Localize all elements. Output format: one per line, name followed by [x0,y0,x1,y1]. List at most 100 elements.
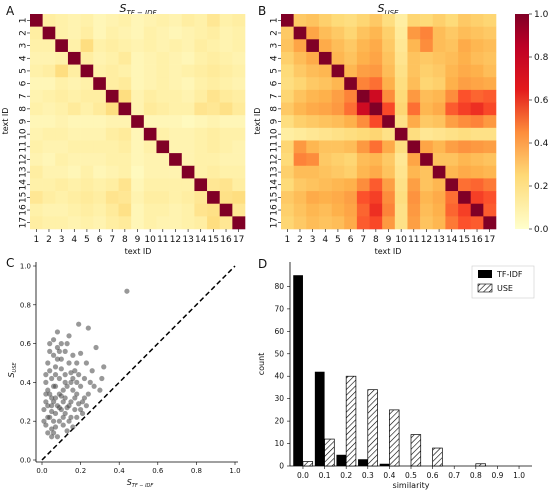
heatmap-cell [356,153,370,167]
heatmap-cell [169,102,183,116]
heatmap-cell [156,140,170,154]
heatmap-cell [458,102,472,116]
y-tick-label: 7 [19,93,29,99]
scatter-point [56,391,62,397]
scatter-y-tick-label: 1.0 [20,263,31,271]
heatmap-cell [470,191,484,205]
heatmap-cell [80,102,94,116]
bar-tfidf [379,463,390,466]
heatmap-cell [131,127,145,141]
heatmap-cell [445,216,459,230]
heatmap-cell [118,26,132,40]
heatmap-cell [281,165,294,179]
heatmap-cell [407,178,421,192]
scatter-x-tick-label: 1.0 [229,467,240,475]
heatmap-cell [131,89,145,103]
heatmap-cell [293,26,307,40]
heatmap-cell [118,127,132,141]
bar-use [389,409,400,467]
heatmap-cell [470,203,484,217]
scatter-point [66,333,72,339]
hist-y-tick-label: 30 [274,394,284,403]
hist-x-tick-label: 0.7 [448,471,460,480]
heatmap-cell [356,39,370,53]
scatter-point [97,387,103,393]
panel-label-c: C [6,256,14,270]
x-tick-label: 9 [386,235,392,245]
heatmap-cell [67,14,81,27]
heatmap-cell [293,39,307,53]
heatmap-cell [369,26,383,40]
heatmap-cell [169,89,183,103]
hist-y-tick-label: 80 [274,282,284,291]
heatmap-cell [420,115,434,129]
heatmap-cell [194,102,208,116]
heatmap-cell [318,127,332,141]
heatmap-cell [356,51,370,65]
x-tick-label: 7 [109,235,115,245]
x-tick-label: 15 [208,235,219,245]
scatter-point [78,406,84,413]
heatmap-cell [55,178,69,192]
heatmap-cell [382,178,396,192]
heatmap-cell [445,191,459,205]
heatmap-cell [219,64,233,78]
heatmap-cell [194,203,208,217]
scatter-point [47,341,53,347]
heatmap-cell [356,102,370,116]
scatter-point [54,434,61,440]
legend-swatch-use [477,283,493,293]
heatmap-cell [331,51,345,65]
heatmap-cell [293,178,307,192]
heatmap-cell [80,115,94,129]
heatmap-cell [470,39,484,53]
y-tick-label: 15 [19,192,29,203]
heatmap-cell [181,165,195,179]
colorbar-tick-label: 0.8 [534,53,549,63]
hist-xlabel: similarity [393,481,430,490]
heatmap-cell [42,51,56,65]
heatmap-cell [181,140,195,154]
hist-y-tick-label: 70 [274,304,284,313]
heatmap-cell [470,127,484,141]
heatmap-cell [207,77,221,91]
heatmap-cell [369,89,383,103]
heatmap-cell [318,191,332,205]
heatmap-cell [181,203,195,217]
heatmap-cell [219,191,233,205]
scatter-point [43,379,49,385]
heatmap-cell [131,153,145,167]
heatmap-cell [131,191,145,205]
heatmap-cell [93,115,107,129]
heatmap-cell [293,203,307,217]
bar-use [324,438,335,467]
x-tick-label: 14 [446,235,458,245]
heatmap-cell [232,26,246,40]
scatter-point [43,399,49,405]
heatmap-cell [55,153,69,167]
hist-ylabel: count [257,353,266,376]
heatmap-cell [306,64,320,78]
heatmap-cell [407,14,421,27]
heatmap-cell [318,165,332,179]
heatmap-cell [369,102,383,116]
heatmap-cell [432,165,446,179]
heatmap-cell [169,77,183,91]
heatmap-cell [420,89,434,103]
heatmap-cell [356,14,370,27]
heatmap-cell [293,153,307,167]
x-tick-label: 6 [348,235,354,245]
heatmap-cell [55,39,69,53]
heatmap-cell [30,89,43,103]
heatmap-cell [281,26,294,40]
heatmap-cell [344,51,358,65]
heatmap-cell [131,26,145,40]
x-tick-label: 11 [408,235,419,245]
heatmap-cell [105,102,119,116]
heatmap-cell [331,165,345,179]
scatter-point [49,403,55,409]
heatmap-cell [394,14,408,27]
scatter-point [74,360,80,366]
scatter-point [83,360,89,366]
heatmap-cell [42,216,56,230]
